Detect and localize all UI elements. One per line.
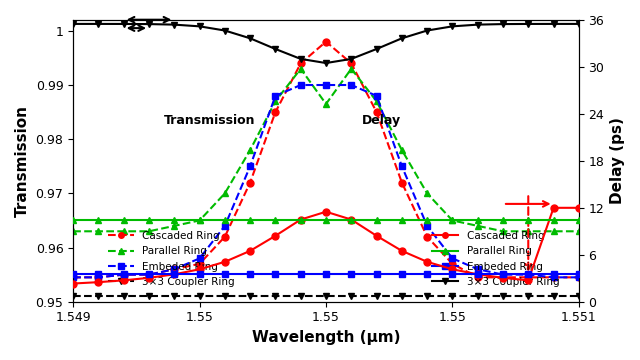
Legend: Cascaded Ring, Parallel Ring, Embeded Ring, 3×3 Coupler Ring: Cascaded Ring, Parallel Ring, Embeded Ri… <box>428 227 564 291</box>
Y-axis label: Delay (ps): Delay (ps) <box>610 117 625 204</box>
Text: Transmission: Transmission <box>164 114 255 127</box>
Text: Delay: Delay <box>362 114 401 127</box>
Y-axis label: Transmission: Transmission <box>15 105 30 217</box>
X-axis label: Wavelength (μm): Wavelength (μm) <box>252 330 400 345</box>
